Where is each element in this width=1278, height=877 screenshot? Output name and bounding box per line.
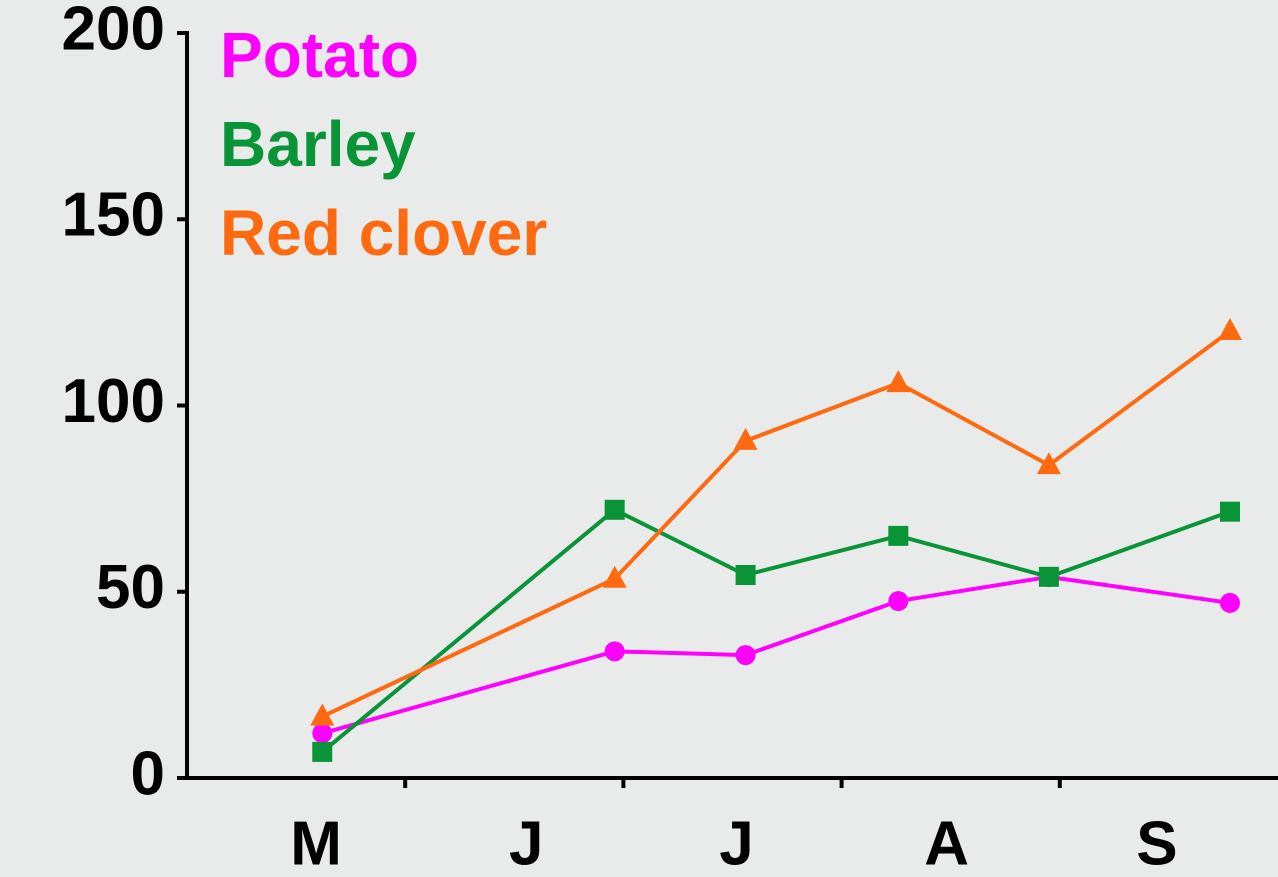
y-tick-label: 200: [62, 0, 165, 63]
marker: [1219, 501, 1240, 522]
y-tick-label: 150: [62, 181, 165, 250]
marker: [1038, 566, 1059, 587]
marker: [1217, 318, 1242, 340]
x-tick-label: S: [1136, 809, 1177, 877]
series-line: [321, 329, 1232, 719]
y-tick-label: 100: [62, 367, 165, 436]
marker: [604, 641, 625, 662]
legend-entry: Potato: [220, 19, 419, 91]
marker: [733, 427, 758, 450]
x-tick-label: J: [719, 809, 753, 877]
marker: [1219, 592, 1240, 613]
legend-entry: Red clover: [220, 197, 547, 269]
x-tick-label: J: [509, 809, 543, 877]
x-tick-label: A: [924, 809, 969, 877]
marker: [886, 370, 911, 393]
legend-entry: Barley: [220, 108, 416, 180]
marker: [735, 564, 756, 585]
series-line: [321, 507, 1231, 754]
marker: [735, 645, 756, 666]
marker: [888, 591, 909, 612]
series-line: [321, 574, 1231, 736]
marker: [310, 703, 335, 726]
marker: [312, 741, 333, 762]
marker: [312, 723, 333, 744]
y-tick-label: 0: [131, 739, 165, 808]
marker: [888, 525, 909, 546]
y-tick-label: 50: [96, 553, 165, 622]
marker: [602, 565, 627, 588]
marker: [604, 499, 625, 520]
x-tick-label: M: [290, 809, 342, 877]
marker: [1036, 452, 1061, 475]
